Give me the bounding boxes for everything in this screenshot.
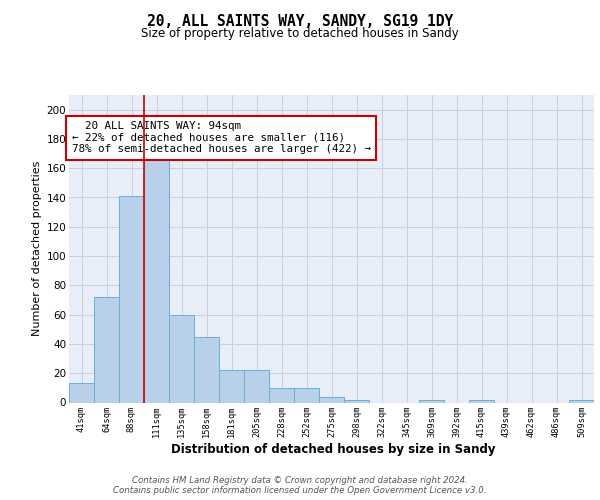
Bar xyxy=(144,158,169,402)
Bar xyxy=(469,400,494,402)
Bar xyxy=(419,400,444,402)
Text: Contains HM Land Registry data © Crown copyright and database right 2024.
Contai: Contains HM Land Registry data © Crown c… xyxy=(113,476,487,495)
Bar xyxy=(194,336,219,402)
Bar xyxy=(569,400,594,402)
Bar xyxy=(94,297,119,403)
Text: 20, ALL SAINTS WAY, SANDY, SG19 1DY: 20, ALL SAINTS WAY, SANDY, SG19 1DY xyxy=(147,14,453,29)
Y-axis label: Number of detached properties: Number of detached properties xyxy=(32,161,43,336)
Bar xyxy=(294,388,319,402)
Bar xyxy=(269,388,294,402)
Text: 20 ALL SAINTS WAY: 94sqm
← 22% of detached houses are smaller (116)
78% of semi-: 20 ALL SAINTS WAY: 94sqm ← 22% of detach… xyxy=(71,121,371,154)
Bar xyxy=(244,370,269,402)
Bar xyxy=(69,384,94,402)
Bar xyxy=(319,396,344,402)
Bar xyxy=(169,314,194,402)
Bar xyxy=(344,400,369,402)
Bar xyxy=(119,196,144,402)
Text: Distribution of detached houses by size in Sandy: Distribution of detached houses by size … xyxy=(171,442,495,456)
Text: Size of property relative to detached houses in Sandy: Size of property relative to detached ho… xyxy=(141,28,459,40)
Bar xyxy=(219,370,244,402)
